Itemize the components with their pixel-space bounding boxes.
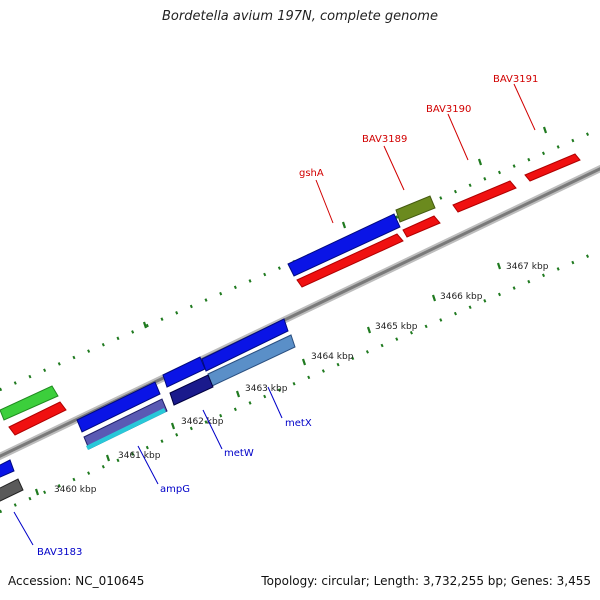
gene-feature-bav3183[interactable] bbox=[0, 478, 24, 502]
scale-label-3463: 3463 kbp bbox=[245, 384, 288, 394]
label-leaders bbox=[13, 83, 536, 546]
major-tick-3466 bbox=[431, 294, 437, 302]
gene-feature-metw[interactable] bbox=[169, 374, 214, 406]
gene-label-metx[interactable]: metX bbox=[285, 418, 312, 429]
leader-gsha bbox=[315, 179, 334, 224]
gene-feature-ampg[interactable] bbox=[83, 398, 168, 450]
major-tick-3464 bbox=[301, 358, 307, 366]
gene-label-gsha[interactable]: gshA bbox=[299, 168, 324, 179]
scale-label-3467: 3467 kbp bbox=[506, 262, 549, 272]
major-tick-3465 bbox=[366, 326, 372, 334]
map-title: Bordetella avium 197N, complete genome bbox=[162, 9, 438, 24]
genome-summary-text: Topology: circular; Length: 3,732,255 bp… bbox=[261, 574, 591, 588]
gene-feature-bav3191[interactable] bbox=[524, 153, 581, 182]
accession-text: Accession: NC_010645 bbox=[8, 574, 145, 588]
features bbox=[0, 153, 581, 502]
gene-feature-red-left[interactable] bbox=[8, 401, 67, 436]
leader-ampg bbox=[137, 445, 159, 485]
gene-label-ampg[interactable]: ampG bbox=[160, 484, 190, 495]
gene-feature-bav3189[interactable] bbox=[402, 215, 441, 238]
gene-feature-metw-blue[interactable] bbox=[162, 356, 206, 388]
gene-feature-ampg-cyan[interactable] bbox=[86, 408, 166, 450]
scale-label-3466: 3466 kbp bbox=[440, 292, 483, 302]
leader-bav3183 bbox=[13, 511, 34, 546]
gene-label-metw[interactable]: metW bbox=[224, 448, 254, 459]
leader-bav3189 bbox=[383, 145, 405, 191]
major-ticks bbox=[34, 126, 548, 496]
gene-label-bav3189[interactable]: BAV3189 bbox=[362, 134, 407, 145]
gene-feature-ampg-blue[interactable] bbox=[76, 381, 161, 433]
leader-bav3191 bbox=[513, 83, 536, 131]
scale-label-3465: 3465 kbp bbox=[375, 322, 418, 332]
inner-tick-dots bbox=[0, 254, 590, 514]
gene-feature-gsha-red[interactable] bbox=[296, 233, 404, 288]
gene-label-bav3191[interactable]: BAV3191 bbox=[493, 74, 538, 85]
gene-labels: gshA BAV3189 BAV3190 BAV3191 BAV3183 amp… bbox=[37, 74, 538, 558]
major-tick-3463 bbox=[235, 390, 241, 398]
gene-feature-green-left[interactable] bbox=[0, 385, 59, 421]
gene-feature-blue-left[interactable] bbox=[0, 459, 15, 478]
scale-label-3462: 3462 kbp bbox=[181, 417, 224, 427]
outer-major-tick-d bbox=[542, 126, 548, 134]
gene-label-bav3183[interactable]: BAV3183 bbox=[37, 547, 82, 558]
gene-label-bav3190[interactable]: BAV3190 bbox=[426, 104, 471, 115]
major-tick-3467 bbox=[496, 262, 502, 270]
major-tick-3462 bbox=[170, 422, 176, 430]
leader-metw bbox=[202, 409, 223, 450]
major-tick-3461 bbox=[105, 454, 111, 462]
gene-feature-olive[interactable] bbox=[395, 195, 436, 223]
scale-label-3464: 3464 kbp bbox=[311, 352, 354, 362]
outer-major-tick-a bbox=[142, 321, 148, 329]
scale-labels: 3460 kbp 3461 kbp 3462 kbp 3463 kbp 3464… bbox=[54, 262, 549, 495]
gene-feature-gsha[interactable] bbox=[287, 213, 401, 277]
leader-metx bbox=[267, 386, 283, 419]
gene-feature-bav3190[interactable] bbox=[452, 180, 517, 213]
leader-bav3190 bbox=[447, 113, 469, 161]
outer-major-tick-b bbox=[341, 221, 347, 229]
scale-label-3460: 3460 kbp bbox=[54, 485, 97, 495]
outer-major-tick-c bbox=[477, 158, 483, 166]
major-tick-3460 bbox=[34, 488, 40, 496]
scale-label-3461: 3461 kbp bbox=[118, 451, 161, 461]
